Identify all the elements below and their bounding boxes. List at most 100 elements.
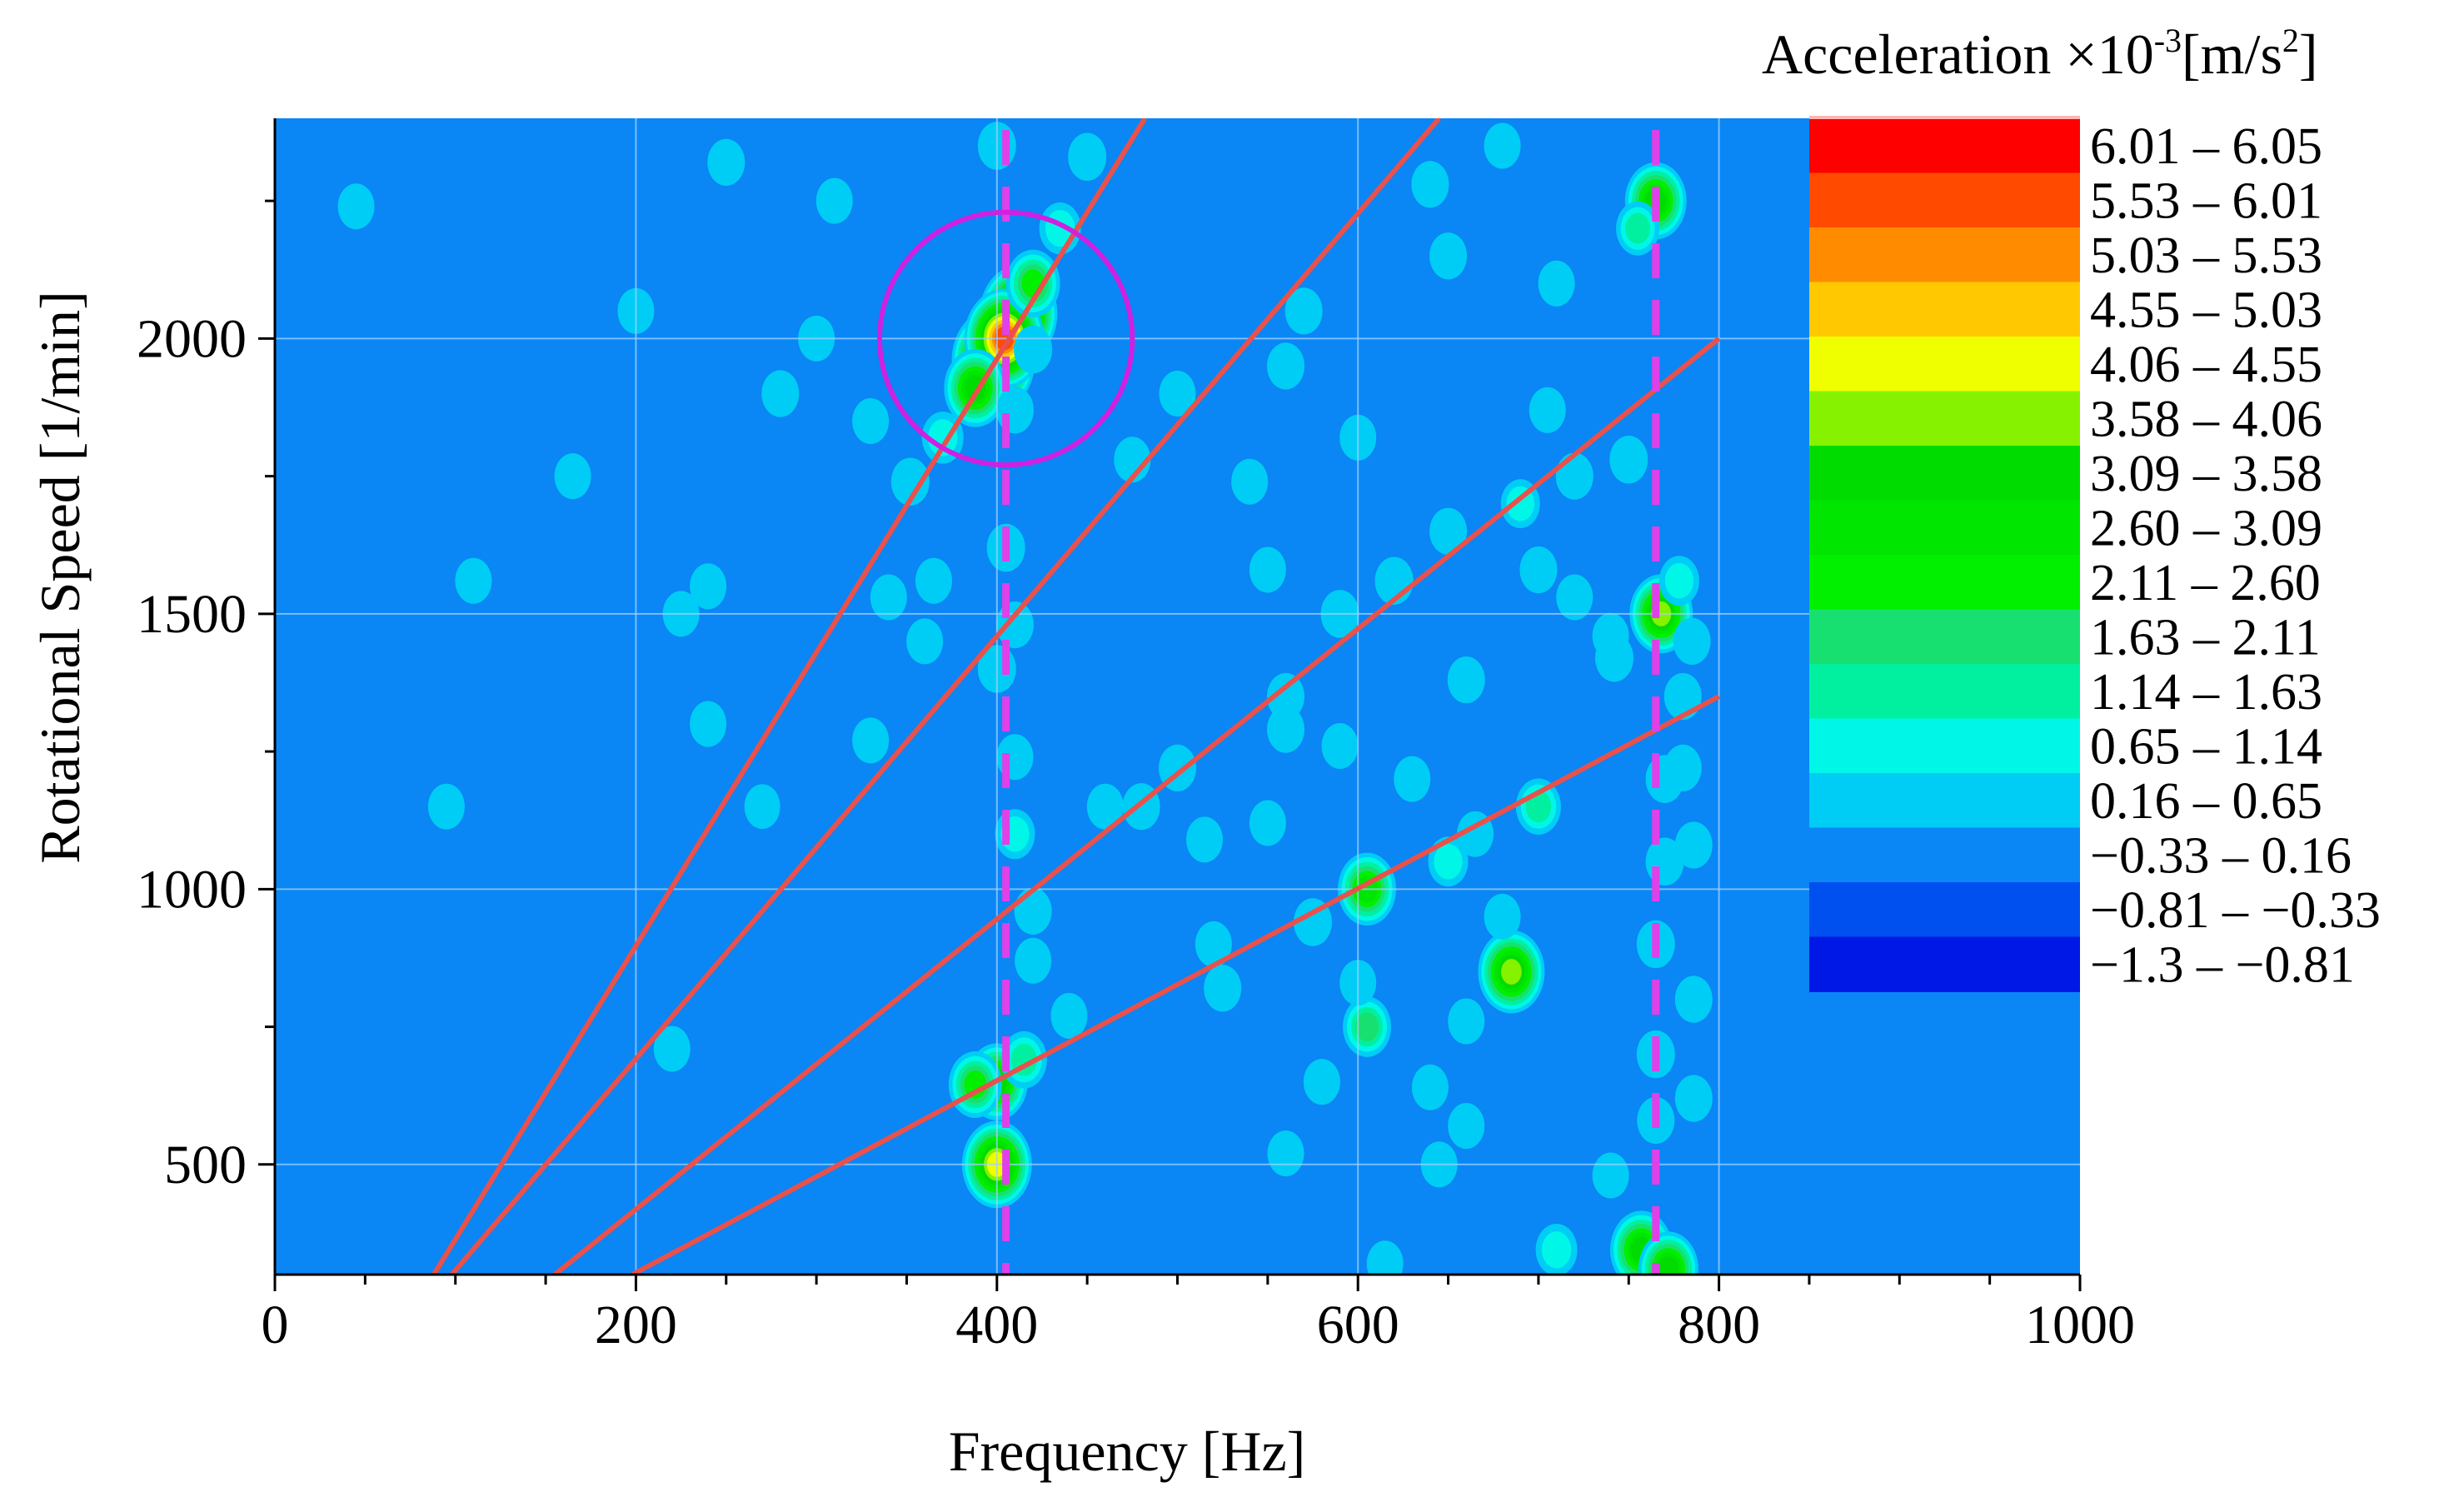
hotspot-contour <box>1411 161 1449 208</box>
hotspot-contour <box>1484 893 1521 940</box>
hotspot-83 <box>1673 617 1711 666</box>
hotspot-contour <box>1673 617 1711 666</box>
hotspot-contour <box>1674 976 1713 1023</box>
colorbar-label: 0.65 – 1.14 <box>2090 719 2322 776</box>
hotspot-100 <box>1015 937 1052 984</box>
colorbar-swatch <box>1809 118 2080 174</box>
hotspot-79 <box>1267 1130 1304 1177</box>
hotspot-99 <box>816 177 853 224</box>
hotspot-98 <box>707 138 746 187</box>
hotspot-107 <box>455 557 492 604</box>
colorbar-swatch <box>1809 718 2080 774</box>
hotspot-29 <box>1428 836 1469 887</box>
hotspot-58 <box>1114 437 1151 483</box>
plot-area <box>275 118 2080 1275</box>
hotspot-61 <box>1231 458 1269 505</box>
hotspot-contour <box>1355 1012 1379 1042</box>
colorbar-legend: Acceleration ×10-3[m/s2] 6.01 – 6.055.53… <box>1762 22 2381 994</box>
hotspot-contour <box>1411 1064 1449 1110</box>
hotspot-57 <box>1249 546 1286 593</box>
hotspot-6 <box>890 457 930 506</box>
y-tick-label: 1500 <box>137 584 247 645</box>
hotspot-81 <box>1484 122 1521 169</box>
hotspot-contour <box>1114 437 1151 483</box>
hotspot-87 <box>1674 976 1713 1023</box>
hotspot-111 <box>995 387 1034 434</box>
hotspot-contour <box>1195 921 1232 967</box>
hotspot-contour <box>1267 706 1305 753</box>
colorbar-swatch <box>1809 446 2080 502</box>
hotspot-contour <box>870 574 907 621</box>
y-tick-label: 1000 <box>137 859 247 920</box>
colorbar-label: −1.3 – −0.81 <box>2090 937 2355 994</box>
hotspot-49 <box>1267 672 1305 721</box>
hotspot-25 <box>1535 1224 1578 1275</box>
hotspot-contour <box>1674 1075 1713 1122</box>
hotspot-contour <box>1538 260 1575 307</box>
hotspot-73 <box>870 574 907 621</box>
hotspot-contour <box>1303 1059 1340 1105</box>
colorbar-label: 4.55 – 5.03 <box>2090 282 2322 339</box>
colorbar-label: −0.81 – −0.33 <box>2090 882 2381 939</box>
hotspot-contour <box>928 419 958 457</box>
hotspot-108 <box>653 1025 691 1072</box>
colorbar-swatch <box>1809 827 2080 883</box>
hotspot-72 <box>852 717 890 764</box>
colorbar-swatch <box>1809 391 2080 447</box>
hotspot-48 <box>1519 546 1558 594</box>
hotspot-contour <box>1664 562 1694 599</box>
hotspot-contour <box>1448 998 1485 1045</box>
order-lines-layer <box>431 118 1721 1275</box>
hotspot-contour <box>906 618 944 665</box>
colorbar-label: 6.01 – 6.05 <box>2090 118 2322 175</box>
hotspot-16 <box>1609 436 1648 484</box>
hotspot-contour <box>1186 816 1224 863</box>
hotspot-65 <box>690 701 727 747</box>
hotspot-contour <box>1014 325 1053 374</box>
hotspot-contour <box>1625 212 1650 244</box>
hotspot-contour <box>816 177 853 224</box>
hotspot-32 <box>1204 965 1242 1012</box>
plot-background <box>275 118 2080 1275</box>
colorbar-label: 1.14 – 1.63 <box>2090 664 2322 721</box>
x-axis-title: Frequency [Hz] <box>949 1420 1306 1483</box>
hotspot-4 <box>1005 249 1060 317</box>
hotspot-103 <box>1249 800 1286 846</box>
colorbar-label: 5.03 – 5.53 <box>2090 227 2322 284</box>
hotspot-contour <box>1541 1231 1572 1269</box>
colorbar-title-close: ] <box>2299 22 2318 86</box>
colorbar-swatches: 6.01 – 6.055.53 – 6.015.03 – 5.534.55 – … <box>1809 116 2381 994</box>
hotspot-28 <box>1343 996 1392 1057</box>
hotspot-88 <box>1674 1075 1713 1122</box>
hotspot-contour <box>1434 843 1463 880</box>
colorbar-swatch <box>1809 500 2080 556</box>
x-tick-label: 200 <box>595 1295 677 1355</box>
hotspot-contour <box>1519 546 1558 594</box>
colorbar-label: 5.53 – 6.01 <box>2090 173 2322 230</box>
hotspot-93 <box>1529 387 1566 433</box>
colorbar-label: 2.60 – 3.09 <box>2090 501 2322 557</box>
colorbar-label: 0.16 – 0.65 <box>2090 773 2322 830</box>
hotspot-101 <box>1484 893 1521 940</box>
hotspot-contour <box>995 387 1034 434</box>
hotspot-contour <box>915 557 952 604</box>
hotspot-41 <box>1014 887 1052 935</box>
hotspot-contour <box>554 453 591 500</box>
colorbar-label: 4.06 – 4.55 <box>2090 337 2322 393</box>
hotspot-44 <box>1429 507 1468 555</box>
hotspot-66 <box>744 784 781 830</box>
y-tick-label: 500 <box>164 1135 247 1195</box>
hotspot-contour <box>890 457 930 506</box>
hotspot-contour <box>1249 546 1286 593</box>
hotspot-69 <box>690 563 727 610</box>
hotspot-contour <box>1674 821 1713 869</box>
hotspot-104 <box>1321 722 1359 769</box>
colorbar-swatch <box>1809 664 2080 720</box>
hotspot-contour <box>1529 387 1566 433</box>
hotspot-contour <box>1501 959 1522 985</box>
hotspot-46 <box>1555 452 1594 500</box>
colorbar-title-base: Acceleration ×10 <box>1762 22 2154 86</box>
hotspot-contour <box>1086 783 1124 830</box>
hotspot-77 <box>1448 1103 1485 1150</box>
hotspot-68 <box>915 557 952 604</box>
